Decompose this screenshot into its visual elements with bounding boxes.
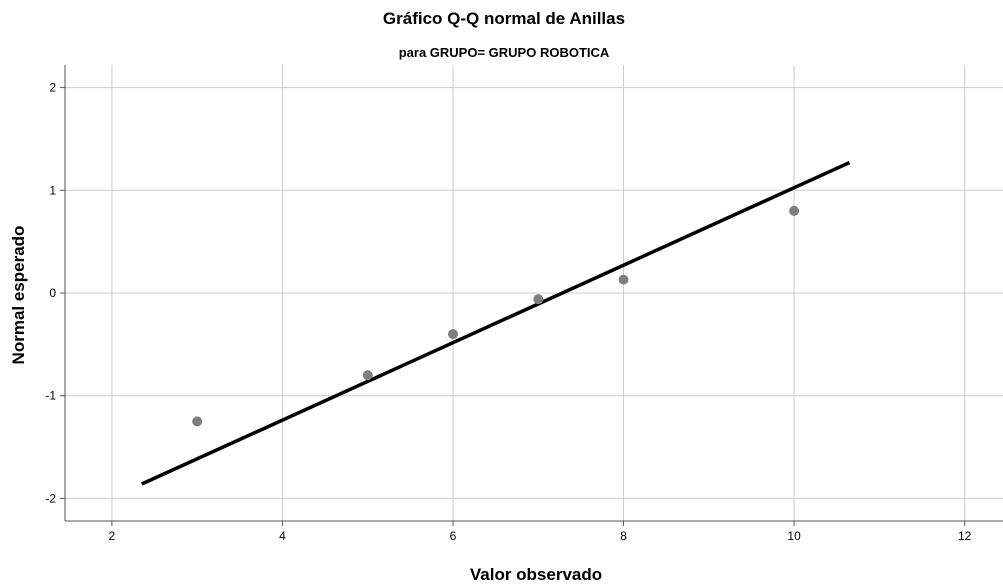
chart-title: Gráfico Q-Q normal de Anillas bbox=[383, 9, 625, 28]
data-point-2 bbox=[447, 329, 458, 340]
x-tick-label-4: 10 bbox=[787, 529, 801, 543]
data-point-1 bbox=[362, 370, 373, 381]
data-point-4 bbox=[618, 274, 629, 285]
y-tick-label-1: -1 bbox=[45, 389, 56, 403]
data-point-3 bbox=[533, 294, 544, 305]
y-tick-label-4: 2 bbox=[49, 81, 56, 95]
x-tick-label-3: 8 bbox=[620, 529, 627, 543]
y-tick-label-2: 0 bbox=[49, 286, 56, 300]
y-tick-label-3: 1 bbox=[49, 183, 56, 197]
y-tick-label-0: -2 bbox=[45, 491, 56, 505]
data-point-0 bbox=[192, 416, 203, 427]
chart-subtitle: para GRUPO= GRUPO ROBOTICA bbox=[399, 45, 610, 60]
x-tick-label-1: 4 bbox=[279, 529, 286, 543]
y-axis-title: Normal esperado bbox=[9, 226, 28, 365]
data-point-5 bbox=[789, 205, 800, 216]
x-tick-label-0: 2 bbox=[109, 529, 116, 543]
x-tick-label-2: 6 bbox=[450, 529, 457, 543]
x-tick-label-5: 12 bbox=[958, 529, 972, 543]
reference-line bbox=[141, 160, 851, 486]
x-axis-title: Valor observado bbox=[470, 565, 602, 584]
